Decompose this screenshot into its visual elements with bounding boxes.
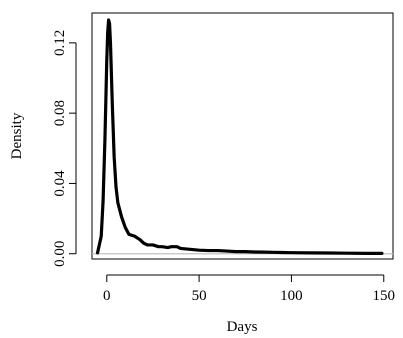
x-tick-label: 150 <box>373 288 396 304</box>
density-series-line <box>95 18 384 255</box>
plot-frame <box>91 12 394 260</box>
y-tick-label: 0.00 <box>52 241 68 267</box>
series-layer <box>95 18 384 255</box>
x-tick-label: 50 <box>192 288 207 304</box>
y-tick-label: 0.08 <box>52 100 68 126</box>
y-axis-label: Density <box>9 112 25 159</box>
x-tick-label: 0 <box>103 288 111 304</box>
y-axis: 0.00 0.04 0.08 0.12 <box>52 30 77 267</box>
x-axis: 0 50 100 150 <box>103 274 396 304</box>
x-tick-label: 100 <box>280 288 303 304</box>
y-tick-label: 0.12 <box>52 30 68 56</box>
x-axis-label: Days <box>227 319 258 335</box>
y-tick-label: 0.04 <box>52 170 68 197</box>
